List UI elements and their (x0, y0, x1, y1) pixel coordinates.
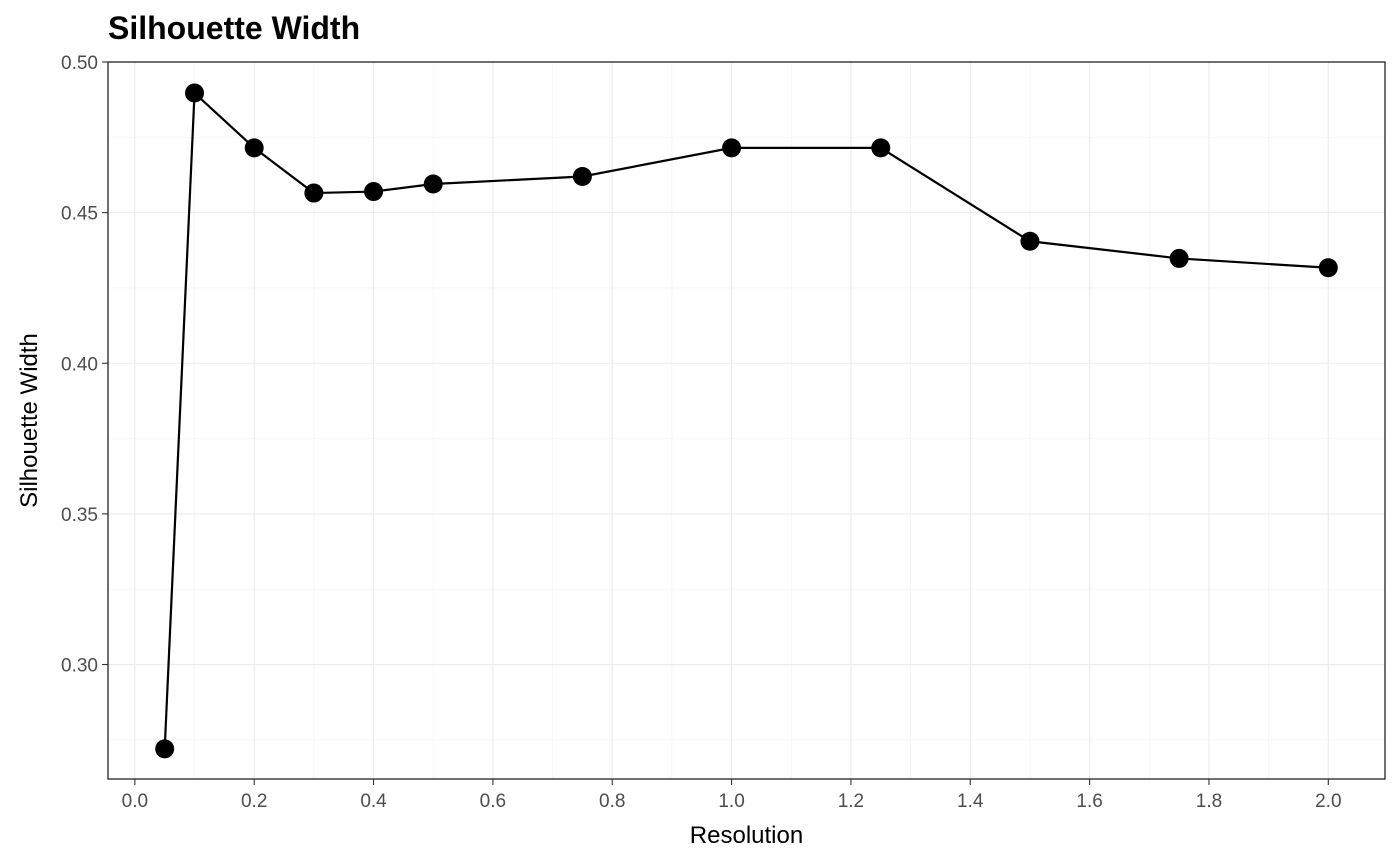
major-y-gridlines (108, 61, 1385, 666)
data-point (1169, 248, 1189, 268)
data-point (155, 739, 175, 759)
x-tick-label: 0.2 (241, 791, 267, 812)
minor-y-gridlines (108, 136, 1385, 741)
x-tick-label: 0.8 (599, 791, 625, 812)
x-tick-label: 1.6 (1076, 791, 1102, 812)
x-tick-label: 1.0 (718, 791, 744, 812)
y-tick-label: 0.30 (61, 656, 98, 677)
chart-title: Silhouette Width (108, 10, 360, 46)
y-tick-label: 0.45 (61, 204, 98, 225)
x-tick-label: 1.4 (957, 791, 984, 812)
series-line (163, 90, 1329, 749)
series-layer (155, 83, 1338, 759)
x-axis-ticks: 0.0 0.2 0.4 0.6 0.8 1.0 1.2 1.4 1.6 1.8 2.0 (122, 779, 1342, 812)
data-point (304, 183, 324, 203)
data-point (244, 138, 264, 158)
data-point (1318, 258, 1338, 278)
x-tick-label: 0.0 (122, 791, 148, 812)
x-tick-label: 1.8 (1196, 791, 1222, 812)
data-point (871, 138, 891, 158)
plot-panel-border (107, 61, 1386, 780)
data-point (722, 138, 742, 158)
x-tick-label: 2.0 (1315, 791, 1341, 812)
data-point (1020, 231, 1040, 251)
y-tick-label: 0.35 (61, 505, 98, 526)
data-point (423, 174, 443, 194)
data-point (364, 182, 384, 202)
y-axis-label: Silhouette Width (16, 333, 43, 508)
data-point (185, 83, 205, 103)
x-tick-label: 1.2 (838, 791, 864, 812)
y-axis-ticks: 0.30 0.35 0.40 0.45 0.50 (61, 53, 108, 677)
x-tick-label: 0.6 (480, 791, 506, 812)
x-axis-label: Resolution (690, 822, 803, 849)
y-tick-label: 0.50 (61, 53, 98, 74)
y-tick-label: 0.40 (61, 354, 98, 375)
data-point (572, 166, 592, 186)
x-tick-label: 0.4 (360, 791, 387, 812)
